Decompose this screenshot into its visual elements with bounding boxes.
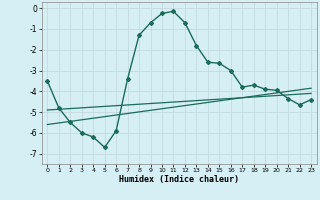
X-axis label: Humidex (Indice chaleur): Humidex (Indice chaleur) (119, 175, 239, 184)
